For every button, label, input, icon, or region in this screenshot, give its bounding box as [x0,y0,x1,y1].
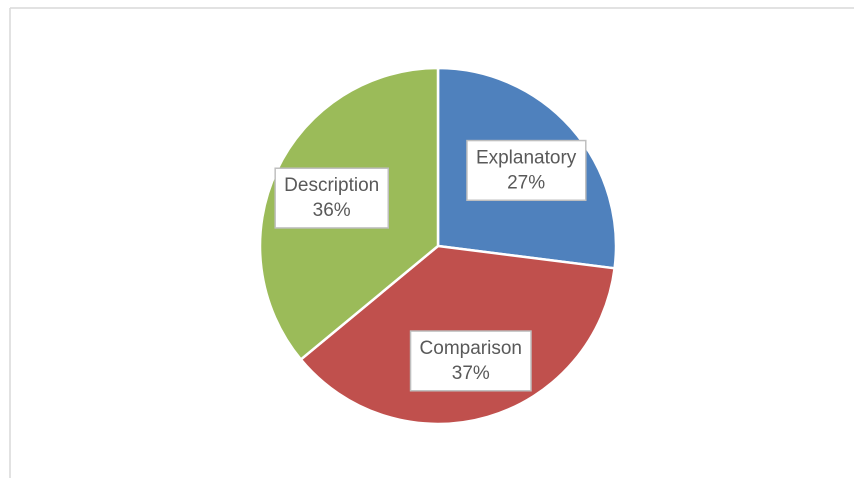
data-label-text: Explanatory 27% [476,148,577,194]
data-label-text: Comparison 37% [420,338,522,384]
data-label: Explanatory 27% [466,139,587,202]
data-label-box [409,330,532,392]
data-label: Comparison 37% [409,330,532,392]
data-labels: Explanatory 27% Comparison 37% Description 36… [274,139,587,392]
value-label: 37% [452,363,490,384]
data-label-box [274,167,389,229]
data-label-text: Description 36% [284,175,379,221]
value-label: 36% [313,200,351,221]
data-label: Description 36% [274,167,389,229]
category-label: Description [284,175,379,196]
category-label: Comparison [420,338,522,359]
value-label: 27% [507,172,545,193]
category-label: Explanatory [476,148,577,169]
data-label-box [466,139,587,202]
